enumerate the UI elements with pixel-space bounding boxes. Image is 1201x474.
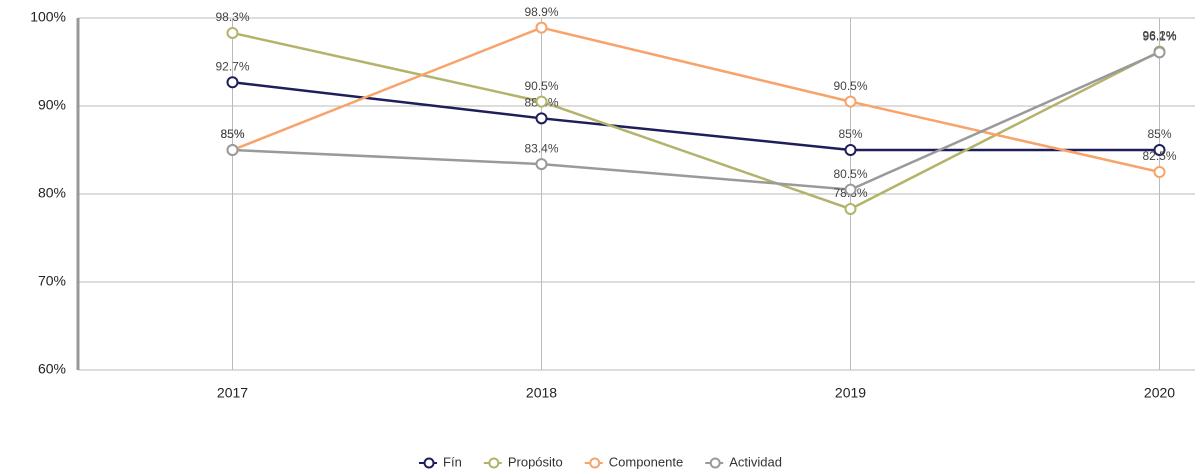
data-point <box>535 21 548 34</box>
y-tick-label: 100% <box>30 9 66 25</box>
legend: Fín Propósito Componente Actividad <box>419 454 782 469</box>
x-tick-label: 2018 <box>526 385 557 401</box>
data-label: 80.5% <box>833 167 867 181</box>
data-label: 85% <box>220 127 244 141</box>
x-tick-label: 2020 <box>1144 385 1175 401</box>
legend-swatch <box>488 457 500 469</box>
data-point <box>535 95 548 108</box>
legend-label: Actividad <box>729 454 782 469</box>
y-tick-label: 80% <box>38 185 66 201</box>
data-label: 82.5% <box>1142 149 1176 163</box>
data-point <box>1153 144 1166 156</box>
series-line <box>232 51 1161 191</box>
data-point <box>844 144 857 156</box>
y-tick-label: 60% <box>38 361 66 377</box>
legend-swatch <box>709 457 721 469</box>
data-point <box>535 112 548 125</box>
data-label: 98.9% <box>524 5 558 19</box>
legend-label: Fín <box>443 454 462 469</box>
data-point <box>844 202 857 215</box>
legend-label: Componente <box>609 454 683 469</box>
x-tick-label: 2019 <box>835 385 866 401</box>
data-point <box>226 76 239 89</box>
data-point <box>1153 46 1166 59</box>
data-label: 92.7% <box>215 59 249 73</box>
data-point <box>535 158 548 171</box>
y-tick-label: 90% <box>38 97 66 113</box>
data-label: 98.3% <box>215 10 249 24</box>
data-label: 96.1% <box>1142 29 1176 43</box>
data-point <box>844 183 857 196</box>
data-label: 85% <box>838 127 862 141</box>
data-point <box>226 144 239 156</box>
data-label: 90.5% <box>833 79 867 93</box>
data-label: 83.4% <box>524 141 558 155</box>
x-tick-label: 2017 <box>217 385 248 401</box>
legend-swatch <box>589 457 601 469</box>
data-point <box>844 95 857 108</box>
legend-label: Propósito <box>508 454 563 469</box>
data-label: 90.5% <box>524 79 558 93</box>
data-point <box>226 26 239 39</box>
series-line <box>232 26 1160 174</box>
data-label: 85% <box>220 127 244 141</box>
data-label: 85% <box>1147 127 1171 141</box>
series-line <box>232 80 1160 152</box>
data-point <box>1153 166 1166 178</box>
data-label: 96.2% <box>1142 29 1176 43</box>
series-line <box>232 31 1161 211</box>
y-tick-label: 70% <box>38 273 66 289</box>
legend-swatch <box>423 457 435 469</box>
